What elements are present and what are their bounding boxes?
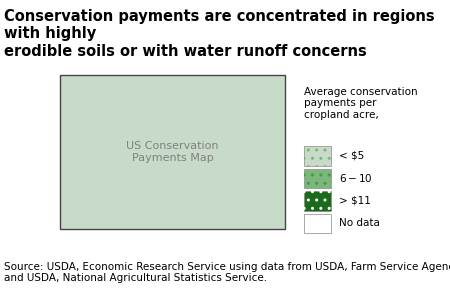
FancyBboxPatch shape — [304, 146, 331, 166]
FancyBboxPatch shape — [304, 214, 331, 233]
Text: < $5: < $5 — [338, 151, 364, 161]
Bar — [60, 75, 285, 229]
Text: Source: USDA, Economic Research Service using data from USDA, Farm Service Agenc: Source: USDA, Economic Research Service … — [4, 262, 450, 283]
Text: $6 - $10: $6 - $10 — [338, 172, 373, 185]
Text: US Conservation
Payments Map: US Conservation Payments Map — [126, 141, 219, 163]
FancyBboxPatch shape — [304, 191, 331, 211]
Text: Average conservation
payments per
cropland acre,: Average conservation payments per cropla… — [304, 87, 418, 120]
Text: > $11: > $11 — [338, 196, 370, 206]
FancyBboxPatch shape — [304, 169, 331, 188]
Text: No data: No data — [338, 218, 379, 228]
Text: Conservation payments are concentrated in regions with highly
erodible soils or : Conservation payments are concentrated i… — [4, 9, 435, 59]
